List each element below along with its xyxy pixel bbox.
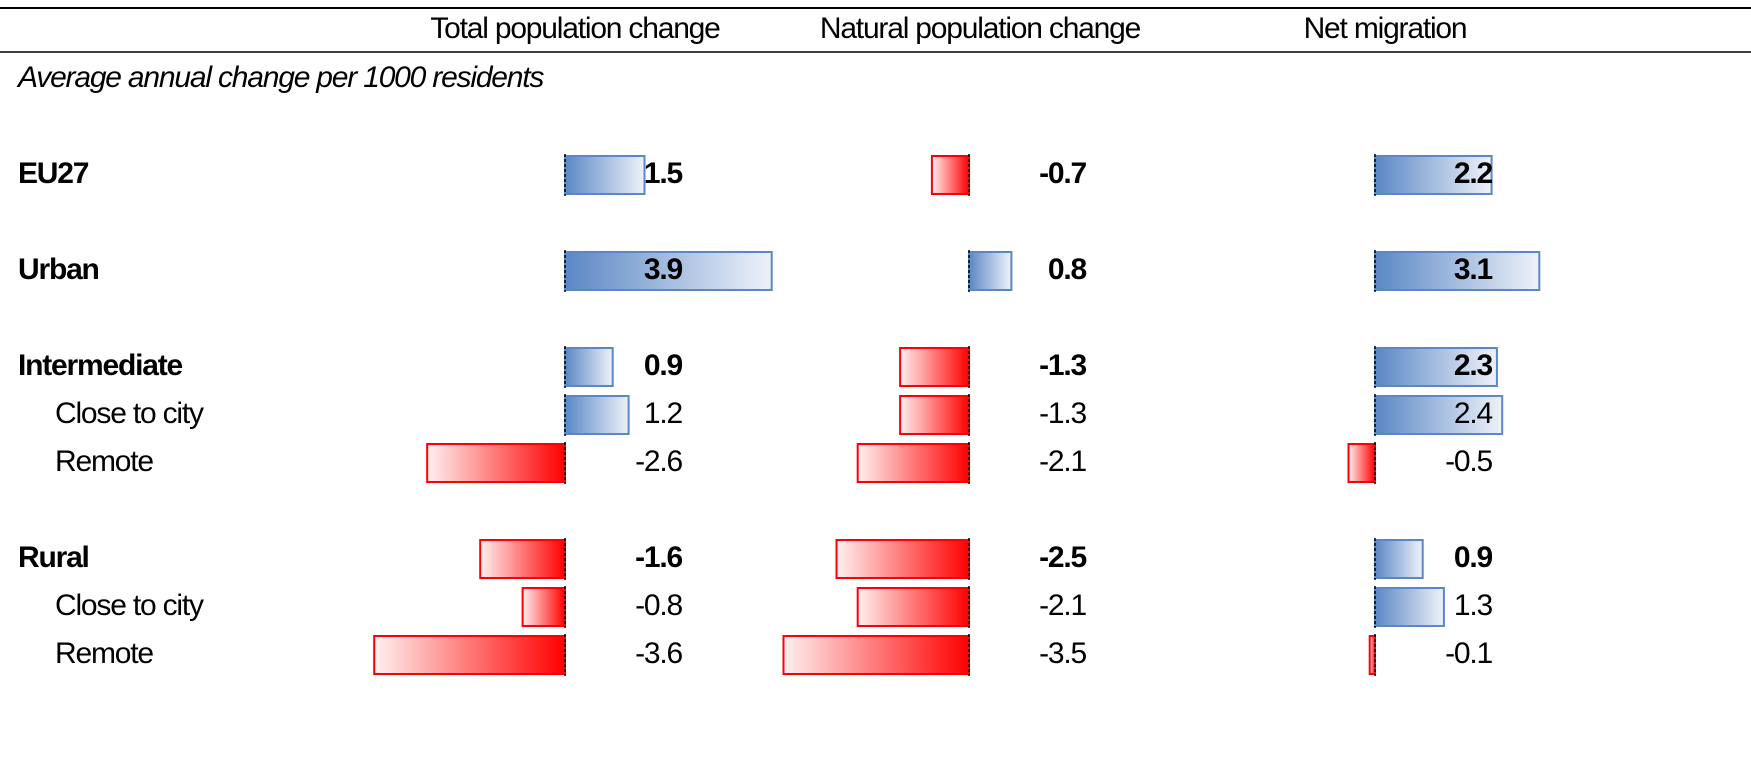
value-label: 0.9	[1454, 541, 1493, 574]
value-label: -0.5	[1445, 445, 1492, 478]
value-label: 0.8	[1048, 253, 1087, 286]
bar	[564, 395, 630, 435]
value-label: 2.3	[1454, 349, 1493, 382]
value-label: 2.2	[1454, 157, 1493, 190]
value-label: -1.3	[1039, 397, 1086, 430]
row-label: Close to city	[55, 397, 204, 430]
value-label: 1.3	[1454, 589, 1493, 622]
bar	[1374, 539, 1424, 579]
value-label: -2.1	[1039, 589, 1086, 622]
bar	[521, 587, 566, 627]
value-label: 3.9	[644, 253, 683, 286]
bar	[899, 395, 970, 435]
bar	[426, 443, 567, 483]
value-label: -3.6	[635, 637, 682, 670]
value-label: -0.1	[1445, 637, 1492, 670]
bar	[1374, 395, 1504, 435]
bar	[564, 347, 614, 387]
bar	[1374, 155, 1493, 195]
bar	[835, 539, 970, 579]
value-label: -0.8	[635, 589, 682, 622]
bar	[856, 587, 971, 627]
bar	[968, 251, 1013, 291]
row-label: EU27	[18, 157, 89, 190]
value-label: -3.5	[1039, 637, 1086, 670]
value-label: 1.5	[644, 157, 683, 190]
bar	[564, 251, 773, 291]
value-label: -1.6	[635, 541, 682, 574]
subtitle: Average annual change per 1000 residents	[16, 61, 544, 94]
bar	[479, 539, 567, 579]
row-label: Remote	[55, 637, 153, 670]
value-label: -2.1	[1039, 445, 1086, 478]
bar	[373, 635, 567, 675]
value-label: -0.7	[1039, 157, 1086, 190]
value-label: -1.3	[1039, 349, 1086, 382]
value-label: 3.1	[1454, 253, 1493, 286]
value-label: 2.4	[1454, 397, 1493, 430]
value-label: 0.9	[644, 349, 683, 382]
row-label: Remote	[55, 445, 153, 478]
row-label: Intermediate	[18, 349, 183, 382]
bar	[1368, 635, 1376, 675]
value-label: -2.6	[635, 445, 682, 478]
bar	[1374, 587, 1445, 627]
bar	[564, 155, 646, 195]
bar	[899, 347, 970, 387]
row-label: Rural	[18, 541, 89, 574]
column-header: Net migration	[1304, 12, 1467, 45]
bar	[1374, 347, 1498, 387]
bar	[1374, 251, 1541, 291]
row-label: Urban	[18, 253, 99, 286]
bar	[782, 635, 970, 675]
bar	[930, 155, 971, 195]
row-label: Close to city	[55, 589, 204, 622]
bar	[856, 443, 971, 483]
value-label: 1.2	[644, 397, 683, 430]
column-header: Total population change	[430, 12, 720, 45]
column-header: Natural population change	[820, 12, 1141, 45]
bar	[1347, 443, 1376, 483]
value-label: -2.5	[1039, 541, 1086, 574]
